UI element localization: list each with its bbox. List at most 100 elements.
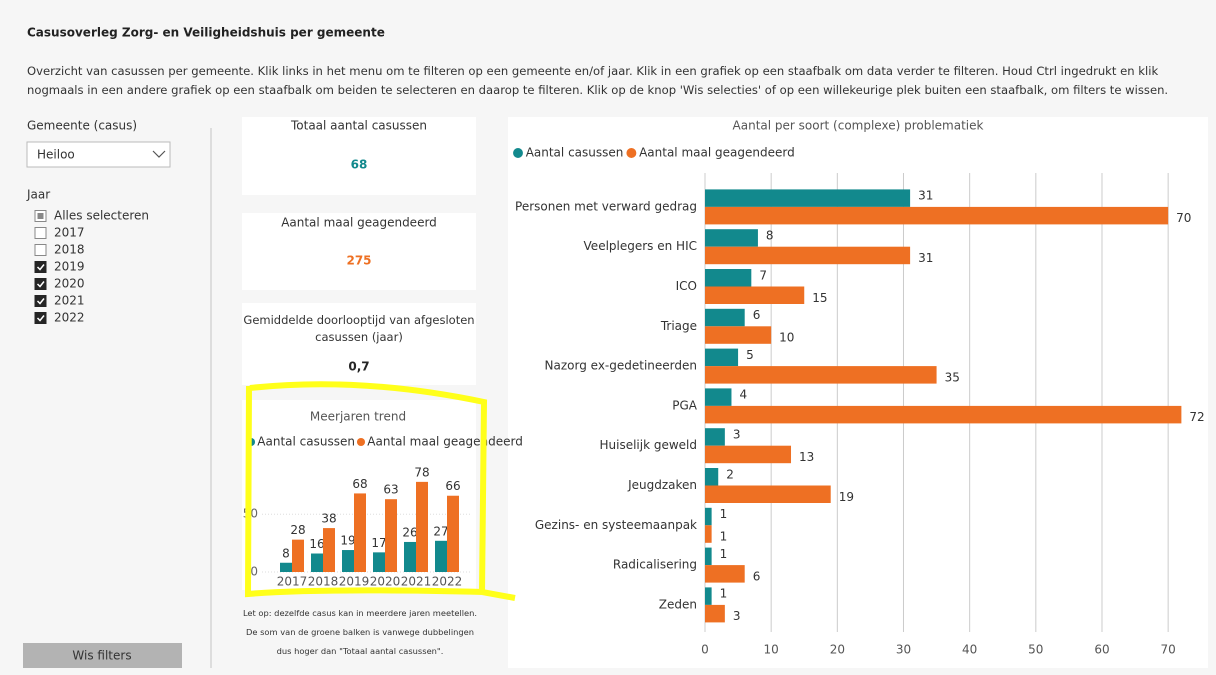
legend-dot — [356, 437, 366, 447]
bar — [705, 366, 937, 384]
value-label: 31 — [918, 189, 933, 203]
value-label: 1 — [720, 530, 728, 544]
year-list: Alles selecteren 2017 2018 2019 2020 2021 2022 — [34, 209, 149, 325]
value-label: 3 — [733, 427, 741, 441]
bar — [404, 541, 416, 572]
card-title: Aantal maal geagendeerd — [281, 216, 437, 230]
checkbox[interactable] — [34, 295, 47, 307]
value-label: 38 — [321, 512, 336, 526]
value-label: 35 — [945, 370, 960, 384]
card — [242, 303, 476, 385]
checkbox[interactable] — [34, 227, 47, 239]
bar — [342, 550, 354, 572]
x-tick-label: 40 — [962, 643, 977, 657]
checkbox[interactable] — [34, 261, 47, 273]
clear-button[interactable] — [23, 643, 182, 668]
filter-label: Gemeente (casus) — [27, 119, 137, 133]
chevron — [152, 150, 166, 158]
value-label: 28 — [290, 523, 305, 537]
value-label: 7 — [759, 268, 767, 282]
value-label: 5 — [746, 348, 754, 362]
checkbox-label: 2018 — [54, 243, 85, 257]
value-label: 31 — [918, 251, 933, 265]
bar — [292, 539, 304, 572]
x-tick-label: 2019 — [339, 575, 370, 589]
value-label: 78 — [414, 465, 429, 479]
card-title: Totaal aantal casussen — [290, 119, 427, 133]
bar — [311, 553, 323, 572]
checkbox[interactable] — [34, 278, 47, 290]
bar — [705, 286, 805, 304]
bar — [416, 481, 428, 572]
bar — [705, 308, 745, 327]
bar — [323, 528, 335, 572]
card-value: 0,7 — [348, 360, 369, 374]
checkmark — [36, 298, 45, 305]
y-tick-label: Gezins- en systeemaanpak — [535, 518, 697, 532]
x-tick-label: 2018 — [308, 575, 339, 589]
y-tick-label: Personen met verward gedrag — [515, 199, 697, 213]
value-label: 19 — [839, 490, 854, 504]
value-label: 15 — [812, 291, 827, 305]
x-tick-label: 2021 — [401, 575, 432, 589]
checkbox[interactable] — [34, 312, 47, 324]
bar — [705, 587, 712, 605]
y-tick-label: Radicalisering — [613, 558, 697, 572]
bar — [705, 348, 739, 367]
card-value: 68 — [351, 158, 368, 172]
bar — [385, 499, 397, 572]
x-tick-label: 60 — [1094, 643, 1109, 657]
bar — [447, 495, 459, 572]
value-label: 1 — [720, 587, 728, 601]
checkmark — [36, 264, 45, 271]
x-tick-label: 20 — [830, 643, 845, 657]
value-label: 66 — [445, 479, 460, 493]
bar — [705, 547, 712, 566]
x-tick-label: 10 — [764, 643, 779, 657]
x-tick-label: 0 — [701, 643, 709, 657]
checkbox-partial — [37, 213, 44, 219]
value-label: 3 — [733, 609, 741, 623]
y-tick-label: Jeugdzaken — [627, 478, 697, 492]
dropdown[interactable] — [26, 141, 171, 168]
y-tick-label: ICO — [676, 279, 697, 293]
bar — [705, 246, 911, 265]
note: Let op: dezelfde casus kan in meerdere j… — [242, 608, 478, 656]
chart-title: Aantal per soort (complexe) problematiek — [733, 119, 984, 133]
trend-chart: Aantal casussen Aantal maal geagendeerd05… — [243, 435, 523, 589]
value-label: 6 — [753, 308, 761, 322]
bar — [705, 468, 719, 486]
value-label: 1 — [720, 547, 728, 561]
value-label: 2 — [726, 467, 734, 481]
y-tick-label: Huiselijk geweld — [599, 438, 697, 452]
bar — [705, 525, 712, 543]
legend-label: Aantal maal geagendeerd — [367, 435, 523, 449]
card-title: Gemiddelde doorlooptijd van afgesloten c… — [243, 313, 475, 344]
bar — [705, 189, 911, 207]
checkmark — [36, 315, 45, 322]
value-label: 17 — [371, 536, 386, 550]
value-label: 27 — [433, 524, 448, 538]
y-tick-label: Triage — [660, 319, 697, 333]
checkbox[interactable] — [34, 244, 47, 256]
card — [242, 213, 476, 290]
value-label: 8 — [766, 228, 774, 242]
checkbox-label: 2022 — [54, 311, 85, 325]
value-label: 1 — [720, 507, 728, 521]
value-label: 72 — [1189, 410, 1204, 424]
value-label: 10 — [779, 331, 794, 345]
card — [242, 117, 476, 195]
bar — [705, 388, 732, 406]
bar — [705, 326, 772, 344]
bar — [354, 493, 366, 572]
x-tick-label: 2020 — [370, 575, 401, 589]
checkbox-label: Alles selecteren — [54, 209, 149, 223]
checkbox-label: 2020 — [54, 277, 85, 291]
description: Overzicht van casussen per gemeente. Kli… — [27, 64, 1169, 97]
y-tick-label: 0 — [250, 565, 258, 579]
bar — [705, 485, 831, 503]
bar — [435, 540, 447, 572]
value-label: 68 — [352, 477, 367, 491]
